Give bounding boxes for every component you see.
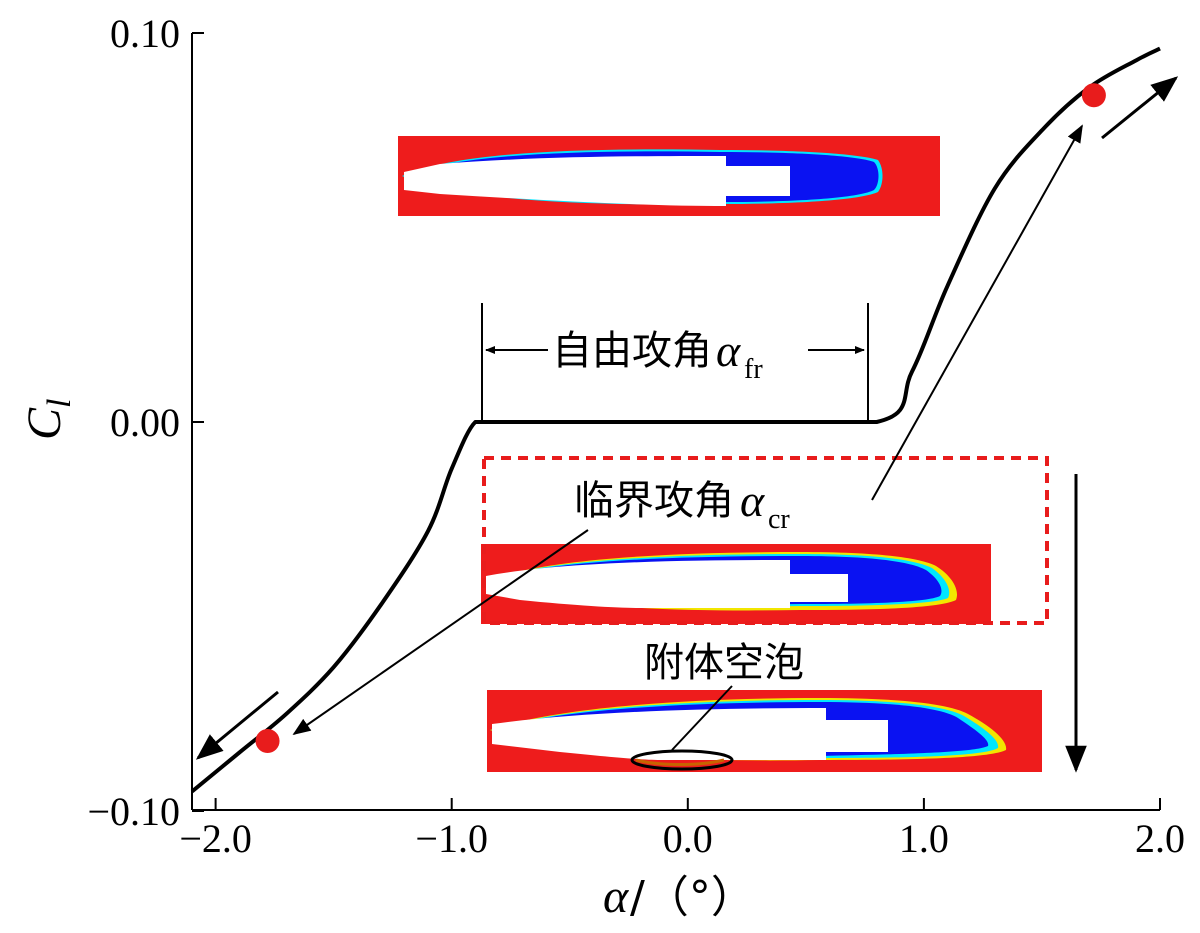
right-marker [1081, 83, 1106, 108]
direction-arrow-upper [1101, 76, 1179, 140]
free-angle-bracket [481, 303, 869, 422]
free-angle-text: 自由攻角 [552, 328, 712, 374]
critical-angle-sub: cr [768, 504, 790, 535]
free-angle-symbol: α [716, 325, 741, 376]
inset-bottom-cavity [487, 690, 1042, 772]
y-tick-label: 0.00 [110, 400, 180, 445]
y-axis-title-main: C [18, 407, 71, 440]
series-line-cl [190, 46, 1161, 794]
inset-top-cavity [398, 136, 940, 216]
critical-angle-symbol: α [740, 475, 765, 526]
y-axis-title-sub: l [41, 399, 78, 408]
x-tick-label: −2.0 [179, 816, 252, 861]
x-tick-label: 0.0 [663, 816, 713, 861]
attached-cavity-label: 附体空泡 [630, 640, 804, 771]
inset-middle-cavity [481, 544, 991, 624]
x-tick-label: −1.0 [415, 816, 488, 861]
leader-to-upper-marker [871, 124, 1083, 501]
critical-dashed-box [482, 456, 1049, 625]
x-tick-label: 1.0 [899, 816, 949, 861]
critical-angle-text: 临界攻角 [574, 478, 734, 524]
y-axis-title: C l [18, 399, 78, 440]
left-marker [255, 728, 280, 753]
critical-angle-label: 临界攻角 α cr [574, 475, 790, 535]
free-angle-sub: fr [744, 354, 763, 385]
x-axis-title-symbol: α [603, 870, 629, 923]
x-axis-title: α /（°） [603, 870, 755, 923]
plot-area [190, 46, 1161, 794]
y-tick-label: −0.10 [87, 789, 180, 834]
free-angle-label: 自由攻角 α fr [552, 325, 763, 385]
x-tick-label: 2.0 [1135, 816, 1185, 861]
leader-to-lower-marker [292, 529, 589, 736]
attached-cavity-text: 附体空泡 [644, 640, 804, 686]
ticks: −2.0 −1.0 0.0 1.0 2.0 0.10 0.00 −0.10 [87, 11, 1185, 861]
x-axis-title-unit: /（°） [630, 872, 755, 923]
direction-arrow-lower [195, 690, 279, 760]
y-tick-label: 0.10 [110, 11, 180, 56]
